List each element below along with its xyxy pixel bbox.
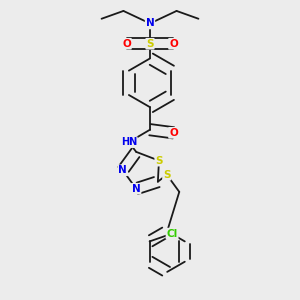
Text: N: N — [132, 184, 141, 194]
Text: N: N — [118, 165, 127, 175]
Text: Cl: Cl — [167, 229, 178, 238]
Text: O: O — [169, 39, 178, 49]
Text: S: S — [163, 170, 170, 180]
Text: O: O — [169, 128, 178, 138]
Text: HN: HN — [121, 137, 137, 147]
Text: O: O — [122, 39, 131, 49]
Text: S: S — [146, 39, 154, 49]
Text: N: N — [146, 18, 154, 28]
Text: S: S — [155, 156, 163, 166]
